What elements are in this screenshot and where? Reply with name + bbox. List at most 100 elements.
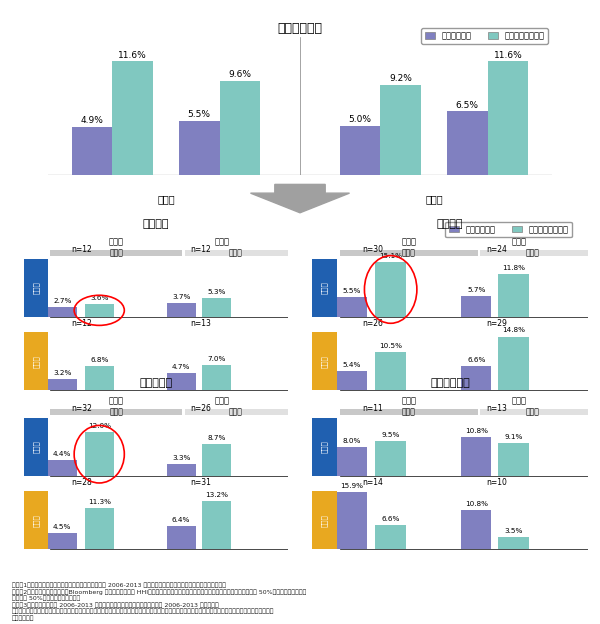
FancyBboxPatch shape bbox=[167, 526, 196, 549]
Text: 5.5%: 5.5% bbox=[188, 110, 211, 119]
Title: 米系企業: 米系企業 bbox=[437, 220, 463, 230]
Text: 3.2%: 3.2% bbox=[53, 369, 71, 376]
Text: 専業的: 専業的 bbox=[212, 183, 227, 192]
Legend: 売上高成長率, 売上高営業利益率: 売上高成長率, 売上高営業利益率 bbox=[421, 28, 548, 44]
Text: 3.7%: 3.7% bbox=[172, 295, 190, 300]
Text: 4.4%: 4.4% bbox=[53, 451, 71, 457]
Text: 専業的: 専業的 bbox=[32, 355, 39, 368]
Text: 3.3%: 3.3% bbox=[172, 455, 190, 461]
Text: n=13: n=13 bbox=[190, 319, 211, 328]
FancyBboxPatch shape bbox=[312, 418, 337, 476]
Text: 大規模: 大規模 bbox=[157, 193, 175, 204]
Text: 小規模: 小規模 bbox=[215, 238, 229, 246]
Text: 大規模: 大規模 bbox=[401, 238, 416, 246]
Text: n=30: n=30 bbox=[362, 245, 383, 254]
Text: 11.8%: 11.8% bbox=[502, 265, 525, 271]
Text: 8.7%: 8.7% bbox=[208, 436, 226, 441]
Text: 小規模: 小規模 bbox=[215, 397, 229, 406]
FancyBboxPatch shape bbox=[337, 447, 367, 476]
FancyBboxPatch shape bbox=[167, 373, 196, 390]
FancyBboxPatch shape bbox=[498, 274, 529, 317]
Text: 10.8%: 10.8% bbox=[465, 427, 488, 434]
Text: n=32: n=32 bbox=[71, 404, 92, 413]
FancyArrow shape bbox=[251, 185, 349, 213]
FancyBboxPatch shape bbox=[24, 418, 48, 476]
Text: n=12: n=12 bbox=[72, 319, 92, 328]
Text: 9.6%: 9.6% bbox=[229, 70, 251, 79]
Text: n=12: n=12 bbox=[191, 245, 211, 254]
Bar bbox=[340, 125, 380, 175]
Title: 日系企業: 日系企業 bbox=[143, 220, 169, 230]
FancyBboxPatch shape bbox=[24, 259, 48, 317]
Text: 5.7%: 5.7% bbox=[467, 287, 485, 293]
Text: 小規模: 小規模 bbox=[526, 248, 540, 257]
Text: 専業的: 専業的 bbox=[479, 183, 496, 192]
Title: アジア系企業: アジア系企業 bbox=[430, 379, 470, 389]
FancyBboxPatch shape bbox=[185, 409, 288, 415]
Text: 小規模: 小規模 bbox=[526, 407, 540, 416]
Text: n=26: n=26 bbox=[362, 319, 383, 328]
FancyBboxPatch shape bbox=[168, 183, 271, 192]
Text: 3.5%: 3.5% bbox=[504, 528, 523, 534]
FancyBboxPatch shape bbox=[202, 444, 231, 476]
Text: 多角的: 多角的 bbox=[321, 441, 328, 453]
FancyBboxPatch shape bbox=[337, 371, 367, 390]
FancyBboxPatch shape bbox=[337, 297, 367, 317]
Text: 6.8%: 6.8% bbox=[90, 356, 109, 363]
FancyBboxPatch shape bbox=[498, 336, 529, 390]
Text: 11.6%: 11.6% bbox=[494, 51, 523, 59]
FancyBboxPatch shape bbox=[498, 443, 529, 476]
FancyBboxPatch shape bbox=[461, 437, 491, 476]
Bar bbox=[71, 127, 112, 175]
FancyBboxPatch shape bbox=[202, 298, 231, 317]
Text: 小規模: 小規模 bbox=[511, 397, 527, 406]
Text: n=13: n=13 bbox=[487, 404, 508, 413]
Text: 小規模: 小規模 bbox=[425, 193, 443, 204]
Bar bbox=[179, 121, 220, 175]
Text: 5.0%: 5.0% bbox=[349, 115, 371, 124]
Text: 大規模: 大規模 bbox=[109, 248, 124, 257]
FancyBboxPatch shape bbox=[312, 491, 337, 549]
Text: 専業的: 専業的 bbox=[32, 514, 39, 527]
Text: 大規模: 大規模 bbox=[401, 407, 416, 416]
FancyBboxPatch shape bbox=[85, 366, 114, 390]
Text: 5.3%: 5.3% bbox=[208, 288, 226, 295]
FancyBboxPatch shape bbox=[85, 432, 114, 476]
Text: n=11: n=11 bbox=[362, 404, 383, 413]
Legend: 売上高成長率, 売上高営業利益率: 売上高成長率, 売上高営業利益率 bbox=[445, 222, 572, 238]
FancyBboxPatch shape bbox=[167, 464, 196, 476]
Text: 備考：1．連結売上高の７割以上の事業部門別売上高を 2006-2013 年度の８期連続で取得可能な企業を対象に集計。
　　　2．多角化度については、Bloomb: 備考：1．連結売上高の７割以上の事業部門別売上高を 2006-2013 年度の８… bbox=[12, 583, 307, 621]
Text: 11.6%: 11.6% bbox=[118, 51, 147, 59]
Text: 12.0%: 12.0% bbox=[88, 423, 111, 429]
Text: 小規模: 小規模 bbox=[511, 238, 527, 246]
FancyBboxPatch shape bbox=[461, 510, 491, 549]
FancyBboxPatch shape bbox=[329, 183, 432, 192]
Text: 9.2%: 9.2% bbox=[389, 74, 412, 83]
Text: 5.5%: 5.5% bbox=[343, 288, 361, 294]
Text: 6.5%: 6.5% bbox=[456, 100, 479, 110]
Text: 多角的: 多角的 bbox=[104, 183, 121, 192]
Text: 大規模: 大規模 bbox=[109, 397, 124, 406]
FancyBboxPatch shape bbox=[376, 352, 406, 390]
FancyBboxPatch shape bbox=[327, 195, 541, 203]
Text: 4.7%: 4.7% bbox=[172, 364, 190, 370]
FancyBboxPatch shape bbox=[481, 250, 588, 256]
Bar bbox=[112, 61, 153, 175]
FancyBboxPatch shape bbox=[50, 250, 182, 256]
Text: 8.0%: 8.0% bbox=[343, 438, 361, 444]
FancyBboxPatch shape bbox=[24, 491, 48, 549]
Text: 10.8%: 10.8% bbox=[465, 501, 488, 507]
Text: 多角的: 多角的 bbox=[373, 183, 388, 192]
Text: 多角的: 多角的 bbox=[32, 281, 39, 294]
Text: 6.6%: 6.6% bbox=[382, 516, 400, 522]
FancyBboxPatch shape bbox=[48, 307, 77, 317]
Bar bbox=[447, 111, 488, 175]
Text: 大規模: 大規模 bbox=[401, 248, 416, 257]
Text: 6.4%: 6.4% bbox=[172, 517, 190, 523]
Text: 14.8%: 14.8% bbox=[502, 328, 525, 333]
Text: 5.4%: 5.4% bbox=[343, 361, 361, 368]
Text: n=31: n=31 bbox=[190, 478, 211, 487]
FancyBboxPatch shape bbox=[461, 366, 491, 390]
Text: 大規模: 大規模 bbox=[109, 238, 124, 246]
Text: 専業的: 専業的 bbox=[321, 355, 328, 368]
